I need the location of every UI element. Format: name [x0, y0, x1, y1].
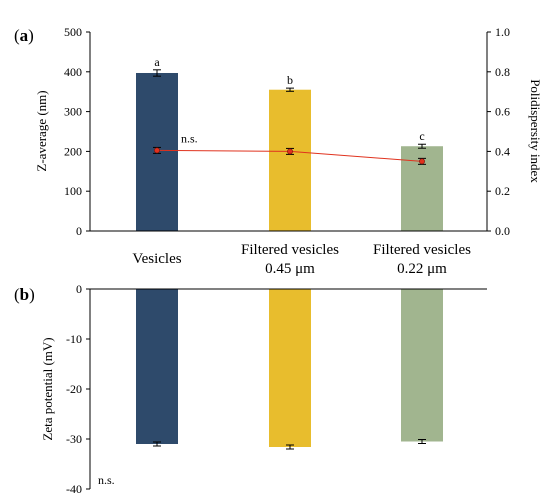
- panel-b-label: (b): [14, 285, 35, 304]
- y-tick-label: 0: [76, 224, 82, 238]
- y2-tick-label: 1.0: [495, 25, 510, 39]
- panel-a-y-axis-title: Z-average (nm): [34, 90, 49, 171]
- pdi-point-2: [287, 148, 293, 155]
- significance-letter-3: c: [419, 129, 424, 143]
- y-tick-label: -40: [66, 482, 82, 496]
- bar-zeta-2: [269, 289, 311, 447]
- significance-letter-2: b: [287, 73, 293, 87]
- panel-a-y2-axis-title: Polidispersity index: [528, 79, 543, 183]
- panel-a-left-ticks: 0 100 200 300 400 500: [64, 25, 90, 238]
- y2-tick-label: 0.0: [495, 224, 510, 238]
- category-label-3: Filtered vesicles 0.22 μm: [373, 242, 471, 277]
- y2-tick-label: 0.6: [495, 105, 510, 119]
- panel-a-pdi-series: [153, 146, 426, 165]
- category-labels: Vesicles Filtered vesicles 0.45 μm Filtered…: [132, 242, 471, 277]
- panel-a-bar-errors: [153, 69, 426, 149]
- category-label-2: Filtered vesicles 0.45 μm: [241, 242, 339, 277]
- panel-b-ns-label: n.s.: [98, 473, 115, 487]
- panel-a: (a) a b c 0 100 200 300 400 500 0.0 0.2 0.4 0.6 0.8…: [14, 25, 543, 238]
- panel-b-bar-errors: [153, 439, 426, 450]
- y-tick-label: 0: [76, 282, 82, 296]
- y-tick-label: 300: [64, 105, 82, 119]
- y-tick-label: -30: [66, 432, 82, 446]
- panel-a-right-ticks: 0.0 0.2 0.4 0.6 0.8 1.0: [487, 25, 510, 238]
- y-tick-label: 200: [64, 144, 82, 158]
- bar-zavg-2: [269, 89, 311, 232]
- pdi-point-1: [154, 147, 160, 154]
- category-label-1: Vesicles: [132, 251, 181, 267]
- y-tick-label: -10: [66, 332, 82, 346]
- y2-tick-label: 0.2: [495, 184, 510, 198]
- y-tick-label: 400: [64, 65, 82, 79]
- significance-letter-1: a: [154, 55, 160, 69]
- y-tick-label: -20: [66, 382, 82, 396]
- bar-zeta-3: [401, 289, 443, 442]
- y-tick-label: 100: [64, 184, 82, 198]
- panel-a-significance-letters: a b c: [154, 55, 424, 143]
- panel-b-bars: [136, 289, 443, 447]
- panel-a-bars: [136, 72, 443, 232]
- y2-tick-label: 0.8: [495, 65, 510, 79]
- bar-zeta-1: [136, 289, 178, 444]
- panel-b: (b) 0 -10 -20 -30 -40 Zeta potential (mV) n.…: [14, 282, 487, 496]
- y-tick-label: 500: [64, 25, 82, 39]
- panel-a-label: (a): [14, 26, 34, 45]
- panel-b-y-axis-title: Zeta potential (mV): [40, 337, 55, 440]
- y2-tick-label: 0.4: [495, 144, 510, 158]
- pdi-point-3: [419, 158, 425, 165]
- panel-b-left-ticks: 0 -10 -20 -30 -40: [66, 282, 90, 496]
- panel-a-pdi-ns-label: n.s.: [181, 131, 198, 145]
